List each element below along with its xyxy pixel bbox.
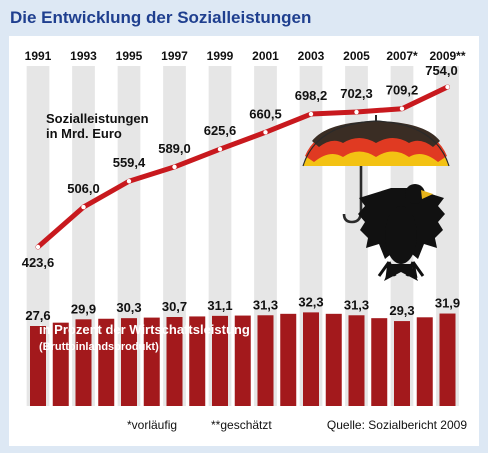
line-value-label: 698,2 (295, 88, 328, 103)
bar-value-label: 29,3 (389, 303, 414, 318)
spending-point (399, 106, 405, 111)
percentage-bar (98, 318, 115, 406)
percentage-bars (30, 312, 456, 406)
spending-point (354, 109, 359, 115)
footnote-estimated: **geschätzt (211, 418, 272, 432)
line-value-label: 660,5 (249, 106, 282, 121)
bar-value-label: 30,7 (162, 299, 187, 314)
bar-value-label: 32,3 (298, 294, 323, 309)
bar-value-label: 30,3 (116, 300, 141, 315)
spending-line-layer (35, 84, 450, 250)
spending-point (263, 130, 268, 135)
percentage-bar (394, 321, 410, 406)
bar-value-label: 27,6 (25, 308, 50, 323)
year-tick-label: 2003 (298, 49, 325, 63)
chart-title: Die Entwicklung der Sozialleistungen (10, 8, 312, 27)
line-series-caption-2: in Mrd. Euro (46, 126, 122, 141)
line-value-label: 702,3 (340, 86, 373, 101)
line-value-label: 559,4 (113, 155, 146, 170)
percentage-bar (143, 317, 160, 406)
percentage-bar (303, 312, 319, 406)
chart-panel: 27,6 29,9 30,3 30,7 31,1 31,3 32,3 31,3 29,3 31,9… (9, 36, 479, 446)
percentage-bar (439, 313, 456, 406)
bar-series-caption-1: in Prozent der Wirtschaftsleistung (39, 322, 250, 337)
bar-value-label: 31,1 (207, 298, 232, 313)
percentage-bar (121, 318, 137, 406)
year-tick-label: 2005 (343, 49, 370, 63)
spending-point (35, 244, 41, 250)
year-tick-labels: 1991 1993 1995 1997 1999 2001 2003 2005 2007* 200… (25, 49, 466, 63)
bar-value-label: 31,3 (344, 297, 369, 312)
spending-point (172, 164, 177, 170)
year-tick-label: 2001 (252, 49, 279, 63)
umbrella-icon (302, 115, 450, 224)
bar-value-label: 29,9 (71, 301, 96, 316)
percentage-bar (325, 313, 342, 406)
percentage-bar (75, 319, 92, 406)
year-tick-label: 1995 (116, 49, 143, 63)
line-value-label: 754,0 (425, 63, 458, 78)
line-value-label: 625,6 (204, 123, 237, 138)
line-series-caption-1: Sozialleistungen (46, 111, 149, 126)
percentage-bar (166, 317, 183, 406)
percentage-bar (416, 317, 433, 406)
spending-line (35, 84, 450, 250)
chart-svg: 27,6 29,9 30,3 30,7 31,1 31,3 32,3 31,3 29,3 31,9… (22, 49, 468, 432)
spending-point (308, 111, 314, 117)
percentage-bar (371, 318, 388, 406)
year-tick-label: 1999 (207, 49, 234, 63)
percentage-bar (189, 316, 206, 406)
footnote-preliminary: *vorläufig (127, 418, 177, 432)
bar-value-label: 31,9 (435, 296, 460, 311)
series-captions: Sozialleistungen in Mrd. Euro in Prozent… (39, 111, 250, 353)
year-tick-label: 1991 (25, 49, 52, 63)
year-tick-label: 2007* (386, 49, 418, 63)
percentage-bar (30, 326, 46, 406)
percentage-bar (348, 315, 365, 406)
year-tick-label: 1997 (161, 49, 188, 63)
chart-footer: *vorläufig **geschätzt Quelle: Sozialber… (127, 418, 467, 432)
bar-series-caption-2: (Bruttoinlandsprodukt) (39, 341, 159, 353)
spending-point (81, 204, 86, 210)
spending-point (445, 84, 450, 90)
spending-point (126, 179, 132, 184)
year-tick-label: 1993 (70, 49, 97, 63)
line-value-label: 506,0 (67, 181, 100, 196)
percentage-bar (234, 315, 251, 406)
spending-value-labels: 423,6 506,0 559,4 589,0 625,6 660,5 698,2 702,3… (22, 63, 458, 270)
stripe (26, 66, 50, 406)
line-value-label: 423,6 (22, 255, 55, 270)
percentage-bar-labels: 27,6 29,9 30,3 30,7 31,1 31,3 32,3 31,3 29,3 31,9 (25, 294, 460, 323)
percentage-bar (280, 313, 297, 406)
eagle-icon (358, 184, 445, 281)
percentage-bar (52, 322, 69, 406)
line-value-label: 589,0 (158, 141, 191, 156)
percentage-bar (212, 315, 228, 406)
year-tick-label: 2009** (429, 49, 465, 63)
line-value-label: 709,2 (386, 83, 419, 98)
eagle-umbrella-illustration (302, 115, 450, 281)
bar-value-label: 31,3 (253, 297, 278, 312)
source-note: Quelle: Sozialbericht 2009 (327, 418, 467, 432)
percentage-bar (257, 315, 274, 406)
spending-point (217, 146, 223, 152)
